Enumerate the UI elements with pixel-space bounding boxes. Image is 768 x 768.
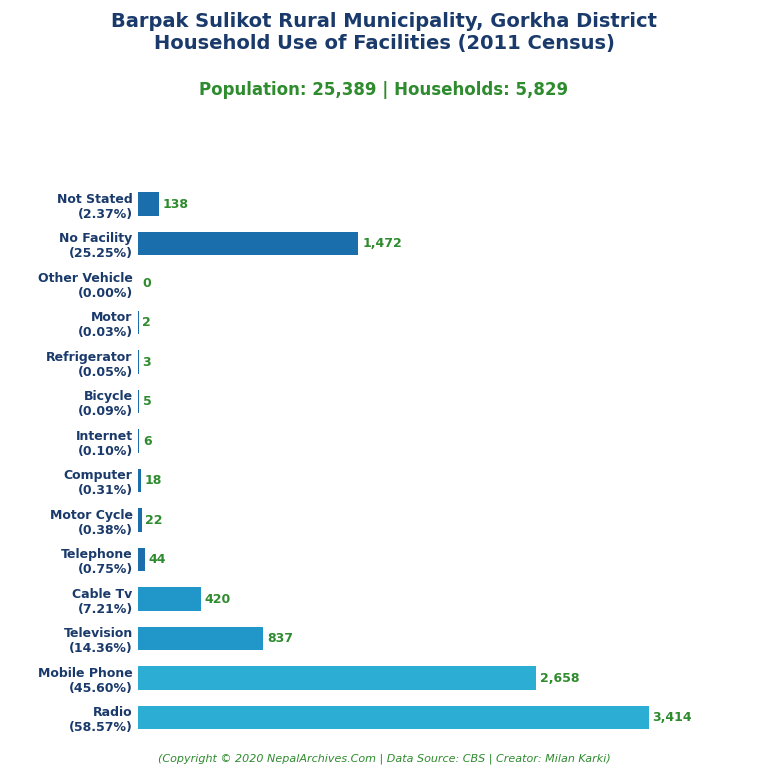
Bar: [138, 192, 159, 216]
Bar: [138, 508, 141, 532]
Bar: [138, 627, 263, 650]
Text: 2,658: 2,658: [539, 671, 579, 684]
Bar: [138, 548, 145, 571]
Bar: [138, 706, 649, 730]
Text: Barpak Sulikot Rural Municipality, Gorkha District
Household Use of Facilities (: Barpak Sulikot Rural Municipality, Gorkh…: [111, 12, 657, 52]
Text: 1,472: 1,472: [362, 237, 402, 250]
Bar: [138, 232, 359, 256]
Text: 44: 44: [148, 553, 166, 566]
Bar: [138, 666, 536, 690]
Text: 22: 22: [145, 514, 163, 527]
Text: 5: 5: [143, 395, 151, 408]
Text: 837: 837: [267, 632, 293, 645]
Text: 18: 18: [144, 474, 162, 487]
Text: 6: 6: [143, 435, 151, 448]
Text: 3: 3: [142, 356, 151, 369]
Text: 3,414: 3,414: [653, 711, 692, 724]
Text: 420: 420: [205, 593, 231, 605]
Bar: [138, 429, 139, 453]
Text: (Copyright © 2020 NepalArchives.Com | Data Source: CBS | Creator: Milan Karki): (Copyright © 2020 NepalArchives.Com | Da…: [157, 753, 611, 764]
Text: Population: 25,389 | Households: 5,829: Population: 25,389 | Households: 5,829: [200, 81, 568, 98]
Text: 0: 0: [142, 276, 151, 290]
Text: 2: 2: [142, 316, 151, 329]
Bar: [138, 468, 141, 492]
Bar: [138, 588, 201, 611]
Text: 138: 138: [163, 197, 189, 210]
